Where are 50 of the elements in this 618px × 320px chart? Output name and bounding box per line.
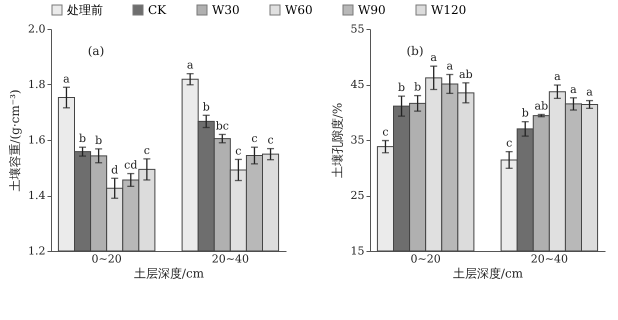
legend-label: CK (148, 3, 168, 17)
x-tick-label: 0~20 (92, 252, 122, 266)
y-tick-label: 2.0 (28, 22, 46, 36)
data-label: d (111, 163, 118, 176)
data-label: a (430, 51, 438, 64)
x-tick-label: 20~40 (530, 252, 568, 266)
data-label: a (63, 72, 70, 86)
x-axis-title: 土层深度/cm (134, 266, 205, 280)
data-label: b (79, 132, 86, 146)
data-label: c (267, 134, 274, 147)
annotation: (b) (406, 44, 424, 58)
legend-label: W60 (285, 3, 313, 17)
y-axis-title: 土壤容重/(g·cm⁻³) (8, 89, 22, 192)
data-label: b (202, 100, 210, 114)
data-label: b (414, 80, 422, 94)
data-label: a (186, 58, 194, 72)
legend-label: W30 (212, 3, 240, 17)
legend-label: W90 (358, 3, 386, 17)
data-label: b (398, 81, 406, 94)
legend-label: 处理前 (67, 3, 103, 17)
data-label: c (382, 126, 389, 139)
x-axis-title: 土层深度/cm (452, 266, 524, 280)
y-tick-label: 1.4 (28, 189, 46, 202)
data-label: bc (216, 119, 229, 132)
y-tick-label: 1.6 (28, 134, 46, 146)
data-label: c (235, 144, 242, 158)
y-tick-label: 25 (350, 189, 364, 202)
data-label: c (506, 136, 512, 150)
x-tick-label: 0~20 (410, 252, 441, 266)
annotation: (a) (88, 44, 104, 58)
legend-label: W120 (431, 3, 466, 17)
y-tick-label: 55 (350, 22, 364, 36)
y-tick-label: 15 (350, 244, 364, 258)
data-label: c (251, 132, 258, 146)
data-label: ab (459, 68, 473, 81)
y-tick-label: 1.2 (28, 244, 46, 258)
data-label: c (144, 144, 150, 157)
data-label: a (446, 60, 454, 73)
y-tick-label: 1.8 (28, 78, 46, 91)
y-tick-label: 35 (350, 134, 364, 146)
data-label: b (95, 134, 102, 147)
data-label: b (522, 106, 529, 120)
x-tick-label: 20~40 (212, 252, 249, 266)
data-label: ab (534, 99, 548, 112)
y-axis-title: 土壤孔隙度/% (330, 102, 345, 178)
data-label: a (570, 82, 578, 96)
data-label: a (554, 70, 562, 84)
data-label: a (586, 86, 594, 99)
y-tick-label: 45 (350, 78, 364, 91)
data-label: cd (124, 158, 138, 172)
